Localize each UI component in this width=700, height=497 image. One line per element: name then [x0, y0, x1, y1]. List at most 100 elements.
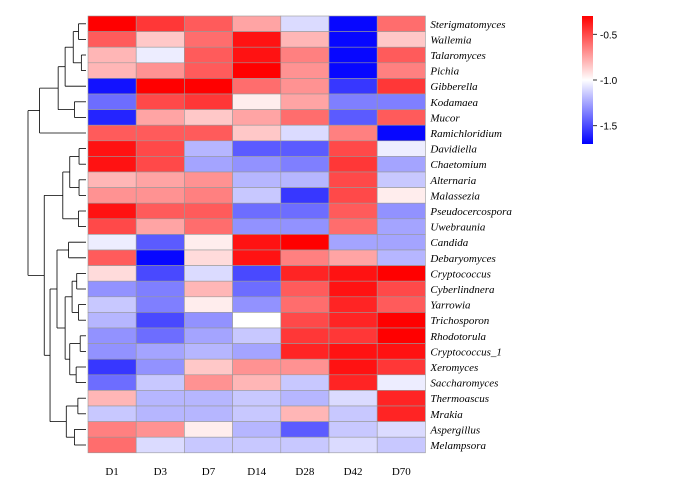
heatmap-cell	[280, 280, 330, 298]
heatmap-cell	[376, 218, 426, 235]
heatmap-cell	[376, 436, 426, 454]
heatmap-cell	[87, 249, 137, 266]
heatmap-cell	[328, 171, 378, 188]
heatmap-cell	[280, 421, 330, 438]
heatmap-cell	[232, 109, 282, 126]
heatmap-cell	[232, 374, 282, 391]
heatmap-cell	[135, 312, 185, 329]
heatmap-cell	[135, 327, 185, 344]
heatmap-cell	[232, 312, 282, 329]
heatmap-cell	[232, 421, 282, 438]
heatmap-cell	[232, 234, 282, 251]
heatmap-cell	[376, 156, 426, 173]
heatmap-cell	[376, 140, 426, 157]
heatmap-cell	[135, 93, 185, 110]
heatmap-cell	[87, 234, 137, 251]
row-label: Sterigmatomyces	[430, 19, 505, 31]
heatmap-cell	[328, 436, 378, 454]
heatmap-cell	[280, 187, 330, 204]
row-label: Mucor	[429, 112, 460, 124]
heatmap-cell	[135, 390, 185, 407]
heatmap-cell	[280, 312, 330, 329]
column-label: D42	[344, 466, 363, 478]
column-label: D70	[392, 466, 411, 478]
heatmap-cell	[232, 62, 282, 79]
heatmap-cell	[328, 421, 378, 438]
heatmap-cell	[135, 78, 185, 95]
heatmap-cell	[232, 390, 282, 407]
heatmap-cell	[184, 358, 233, 376]
heatmap-cell	[376, 78, 426, 95]
heatmap-cell	[280, 327, 330, 344]
heatmap-cell	[232, 140, 282, 157]
heatmap-cell	[87, 46, 137, 64]
heatmap-cell	[135, 124, 185, 142]
heatmap-cell	[280, 436, 330, 454]
heatmap-cell	[184, 234, 233, 251]
heatmap-cell	[232, 405, 282, 422]
heatmap-cell	[376, 124, 426, 142]
heatmap-cell	[328, 296, 378, 313]
heatmap-cell	[376, 187, 426, 204]
row-label: Saccharomyces	[430, 378, 498, 390]
heatmap-cell	[135, 358, 185, 376]
heatmap-cell	[87, 405, 137, 422]
heatmap-cell	[184, 15, 233, 32]
heatmap-cell	[376, 171, 426, 188]
heatmap-cell	[232, 296, 282, 313]
heatmap-cell	[328, 93, 378, 110]
heatmap-cell	[376, 265, 426, 282]
heatmap-cell	[328, 62, 378, 79]
heatmap-cell	[135, 15, 185, 32]
heatmap-cell	[232, 31, 282, 48]
heatmap-cell	[280, 31, 330, 48]
heatmap-cell	[328, 187, 378, 204]
heatmap-cell	[328, 390, 378, 407]
heatmap-cell	[280, 265, 330, 282]
heatmap-cell	[376, 249, 426, 266]
heatmap-cell	[87, 218, 137, 235]
heatmap-cell	[184, 265, 233, 282]
heatmap-cell	[184, 46, 233, 64]
heatmap-cell	[376, 358, 426, 376]
row-label: Kodamaea	[429, 97, 478, 109]
heatmap-cell	[232, 93, 282, 110]
heatmap-cell	[328, 140, 378, 157]
row-label: Rhodotorula	[429, 331, 486, 343]
heatmap-cell	[328, 124, 378, 142]
heatmap-cell	[135, 218, 185, 235]
heatmap-cell	[376, 31, 426, 48]
heatmap-cell	[232, 343, 282, 360]
heatmap-cell	[184, 374, 233, 391]
heatmap-cell	[280, 249, 330, 266]
heatmap-cell	[184, 140, 233, 157]
heatmap-cell	[135, 265, 185, 282]
heatmap-cell	[87, 312, 137, 329]
row-label: Ramichloridium	[429, 128, 502, 140]
heatmap-cell	[328, 78, 378, 95]
heatmap-cell	[135, 46, 185, 64]
heatmap-cell	[232, 249, 282, 266]
legend-tick-label: -1.0	[600, 76, 618, 87]
row-label: Aspergillus	[429, 424, 480, 436]
heatmap-cell	[376, 234, 426, 251]
heatmap-cell	[232, 124, 282, 142]
heatmap-cell	[87, 436, 137, 454]
heatmap-cell	[135, 405, 185, 422]
heatmap-cell	[280, 234, 330, 251]
heatmap-cell	[280, 374, 330, 391]
heatmap-cell	[184, 31, 233, 48]
heatmap-cell	[135, 234, 185, 251]
column-label: D28	[295, 466, 314, 478]
heatmap-cell	[376, 109, 426, 126]
heatmap-cell	[184, 436, 233, 454]
heatmap-cell	[87, 202, 137, 220]
heatmap-cell	[376, 405, 426, 422]
legend-color-bar	[582, 16, 593, 144]
heatmap-cell	[184, 202, 233, 220]
heatmap-cell	[184, 421, 233, 438]
heatmap-cell	[328, 31, 378, 48]
heatmap-cell	[135, 171, 185, 188]
heatmap-cell	[87, 62, 137, 79]
row-dendrogram	[27, 23, 86, 446]
